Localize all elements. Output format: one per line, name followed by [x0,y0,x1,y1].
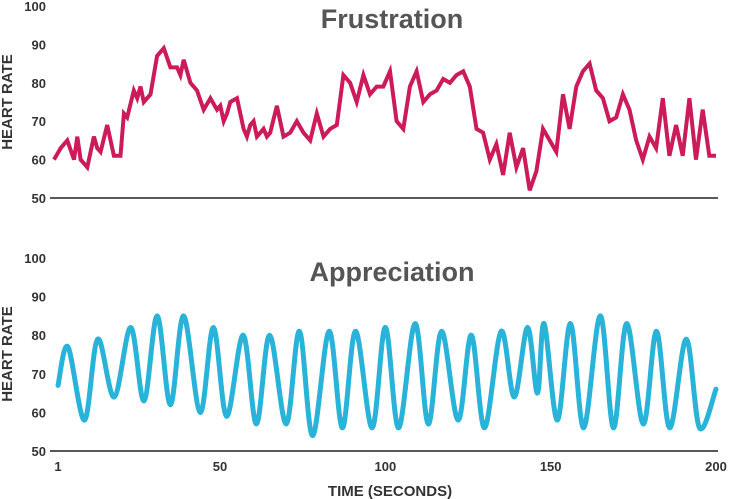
appreciation-y-ticks: 50 60 70 80 90 100 [24,251,46,459]
y-tick-label: 100 [24,0,46,14]
y-tick-label: 50 [32,191,46,206]
y-tick-label: 60 [32,405,46,420]
frustration-y-ticks: 50 60 70 80 90 100 [24,0,46,206]
y-tick-label: 50 [32,444,46,459]
frustration-title: Frustration [321,4,464,34]
y-tick-label: 90 [32,37,46,52]
x-tick-label: 150 [540,459,562,474]
frustration-chart: Frustration HEART RATE 50 60 70 80 90 100 [0,0,718,206]
frustration-y-axis-label: HEART RATE [0,54,16,150]
y-tick-label: 80 [32,328,46,343]
y-tick-label: 100 [24,251,46,266]
appreciation-title: Appreciation [309,257,474,287]
x-tick-label: 100 [374,459,396,474]
x-tick-label: 50 [213,459,227,474]
x-tick-label: 200 [705,459,727,474]
appreciation-x-axis-label: TIME (SECONDS) [328,483,452,499]
x-tick-label: 1 [54,459,61,474]
y-tick-label: 60 [32,153,46,168]
y-tick-label: 70 [32,367,46,382]
y-tick-label: 90 [32,290,46,305]
frustration-heart-rate-line [52,44,716,191]
appreciation-x-ticks: 1 50 100 150 200 [54,459,726,474]
appreciation-y-axis-label: HEART RATE [0,306,16,402]
y-tick-label: 70 [32,114,46,129]
appreciation-heart-rate-line [55,313,719,439]
y-tick-label: 80 [32,76,46,91]
